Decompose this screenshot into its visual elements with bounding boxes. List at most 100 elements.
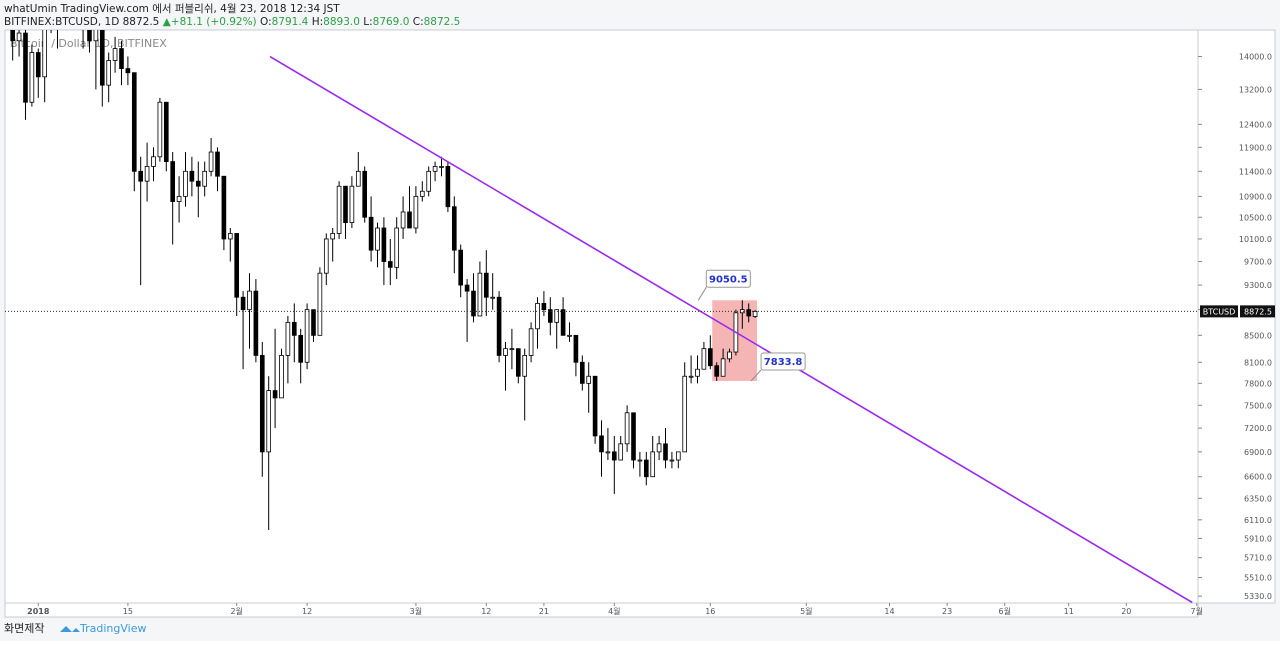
candle-body [131,72,137,172]
candle-body [183,170,188,197]
candle-body [445,166,451,208]
x-tick-label: 21 [539,607,549,616]
y-tick-label: 7200.0 [1244,424,1272,433]
y-tick-label: 5910.0 [1244,534,1272,543]
candle-body [368,216,374,251]
ohlc-val: 8791.4 [272,16,309,28]
candle-body [618,443,624,461]
candle-body [291,321,297,336]
candle-body [35,52,41,78]
candle-body [176,195,182,202]
candle-body [195,180,201,187]
y-tick-label: 6900.0 [1244,448,1272,457]
candle-body [189,170,195,182]
candle-body [202,170,208,187]
footer-brand: TradingView [79,622,146,635]
candle-body [253,290,259,356]
candle-body [720,358,726,377]
change: ▲+81.1 (+0.92%) [163,16,257,28]
candle-body [336,185,342,234]
candle-body [451,206,457,251]
footer-left: 화면제작 [4,622,44,635]
y-tick-label: 11900.0 [1239,143,1272,152]
trendline [269,55,1193,603]
candle-body [471,290,476,317]
candle-body [387,261,393,268]
candle-body [490,296,496,299]
last-price: 8872.5 [123,16,160,28]
price-tag-name [1200,305,1238,318]
ohlc-key: C: [413,16,424,28]
candle-body [400,211,406,229]
candle-body [99,30,105,86]
plot-area [4,29,1199,604]
logo [60,626,80,632]
watermark: Bitcoin / Dollar 1D, BITFINEX [10,37,167,50]
y-tick-label: 12400.0 [1239,120,1272,129]
candle-body [279,355,284,399]
candle-body [464,284,470,292]
candle-body [138,170,144,182]
y-tick-label: 10900.0 [1239,192,1272,201]
candle-body [93,30,99,42]
symbol-line: BITFINEX:BTCUSD, 1D 8872.5 ▲+81.1 (+0.92… [4,16,460,28]
x-tick-label: 6월 [998,606,1010,616]
candle-body [637,459,643,462]
candle-body [579,361,585,384]
x-tick-label: 23 [942,607,952,616]
callout-text: 7833.8 [764,357,803,368]
ohlc-key: H: [312,16,323,28]
candle-body [515,348,521,377]
y-tick-label: 5510.0 [1244,574,1272,583]
candle-body [432,166,438,172]
ohlc-val: 8893.0 [323,16,360,28]
candle-body [240,296,246,311]
candle-body [707,348,713,367]
candle-body [669,459,675,462]
candle-body [323,238,329,274]
ohlc-key: L: [363,16,372,28]
candle-body [592,375,598,437]
candle-body [560,309,566,336]
x-tick-label: 15 [123,607,133,616]
candle-body [112,48,118,61]
candle-body [599,435,604,453]
x-tick-label: 11 [1064,607,1074,616]
candle-body [714,365,720,377]
x-tick-label: 16 [705,607,715,616]
y-tick-label: 6350.0 [1244,494,1272,503]
y-tick-label: 14000.0 [1239,53,1272,62]
candle-body [407,211,412,229]
candle-body [605,451,611,454]
candle-body [727,351,732,360]
y-tick-label: 10500.0 [1239,213,1272,222]
candle-body [298,334,304,363]
callout-box [705,269,751,288]
candle-body [317,272,323,336]
candle-body [650,451,656,478]
candle-body [573,334,579,363]
y-tick-label: 11400.0 [1239,167,1272,176]
candle-body [362,170,368,218]
candle-body [16,32,22,42]
candle-body [234,233,240,298]
x-tick-label: 12 [481,607,491,616]
candle-body [695,368,700,377]
y-tick-label: 6600.0 [1244,473,1272,482]
candle-body [304,309,310,363]
candle-body [259,355,265,453]
candle-body [311,309,316,336]
price-tag [1240,305,1275,318]
candle-body [503,348,508,356]
candle-body [477,272,483,317]
x-tick-label: 3월 [410,606,422,616]
candle-body [547,309,553,323]
candle-body [266,390,272,453]
candle-body [567,334,572,337]
candle-body [23,32,28,103]
ohlc-key: O: [260,16,272,28]
plot: Bitcoin / Dollar 1D, BITFINEX [10,30,1193,603]
candle-body [330,233,336,240]
